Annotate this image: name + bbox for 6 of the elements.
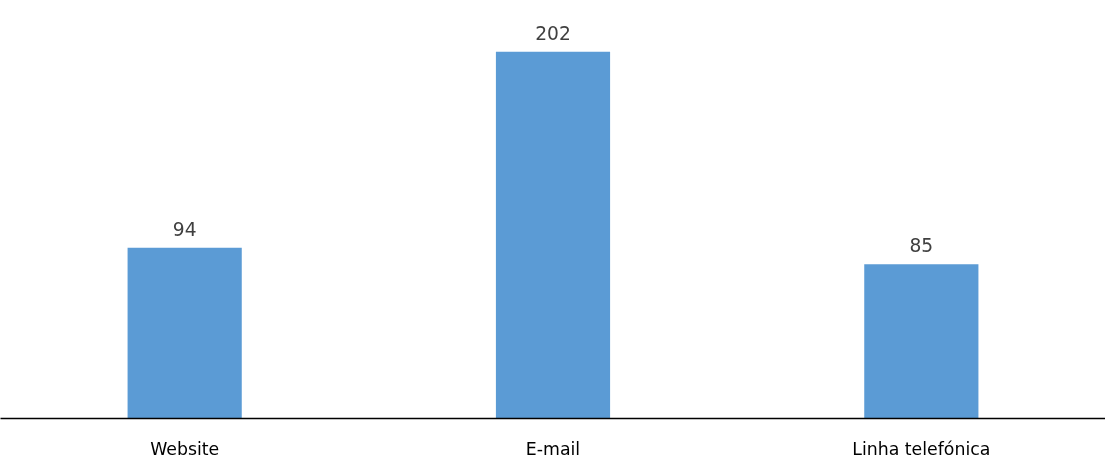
data-label: 85: [909, 235, 934, 257]
x-tick-label: E-mail: [525, 438, 581, 459]
data-label: 202: [535, 22, 571, 44]
x-tick-label: Website: [150, 438, 220, 459]
x-tick-label: Linha telefónica: [852, 438, 991, 459]
data-label: 94: [172, 218, 197, 240]
